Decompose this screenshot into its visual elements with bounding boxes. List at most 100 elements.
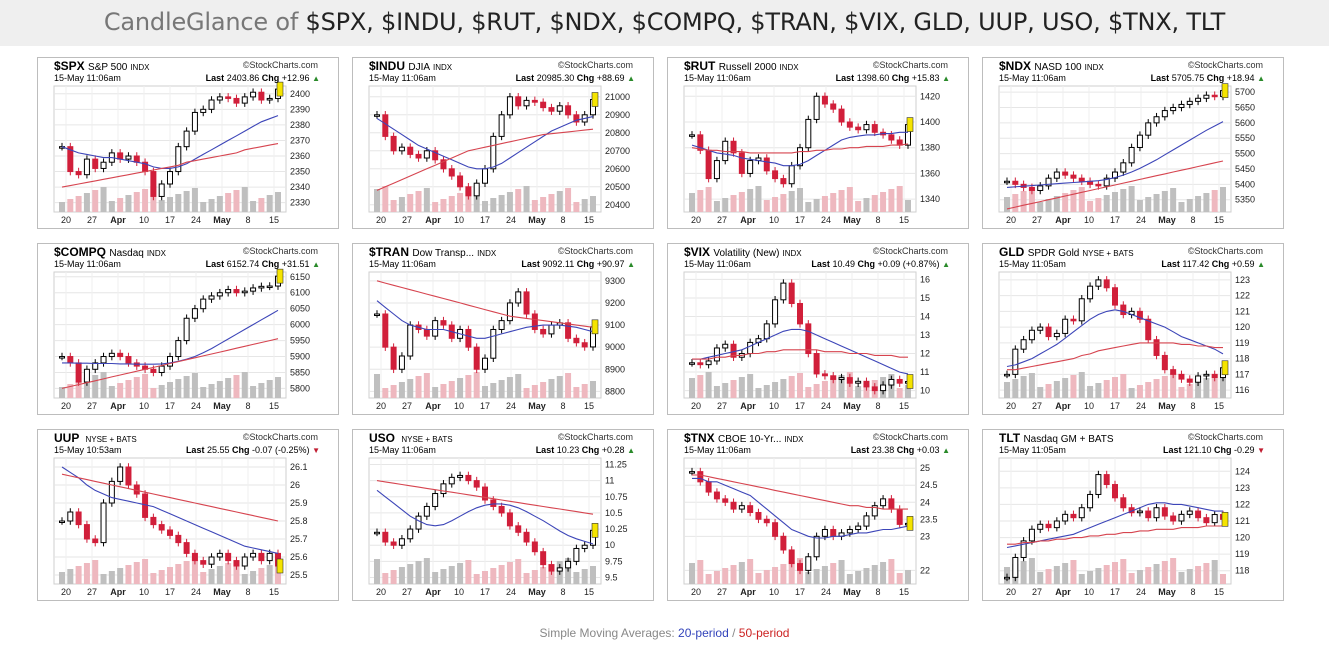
candle-body <box>258 285 265 289</box>
volume-bar <box>382 186 389 212</box>
chart-panel[interactable]: 22 23 23.5 24 24.5 25 20 27 Apr 10 17 24 May 8 15 $TNX … <box>667 429 969 601</box>
timestamp: 15-May 11:06am <box>684 259 751 269</box>
y-tick-label: 122 <box>1235 499 1250 509</box>
x-tick-label: 27 <box>1032 587 1042 597</box>
x-tick-label: 24 <box>1136 401 1146 411</box>
candle-body <box>1045 177 1052 187</box>
candle-body <box>83 524 90 540</box>
volume-bar <box>1120 374 1127 398</box>
ma50-line <box>692 349 908 360</box>
candle-body <box>705 481 712 493</box>
volume-bar <box>1087 386 1094 398</box>
volume-bar <box>167 382 173 398</box>
symbol-title[interactable]: TLT Nasdaq GM + BATS <box>999 431 1117 445</box>
volume-bar <box>1186 569 1193 584</box>
volume-bar <box>1028 188 1035 212</box>
candle-body <box>100 502 107 544</box>
symbol-title[interactable]: $TNX CBOE 10-Yr... INDX <box>684 431 804 445</box>
chart-panel[interactable]: 1340 1360 1380 1400 1420 20 27 Apr 10 17 24 May 8 15 $… <box>667 57 969 229</box>
brand-label: ©StockCharts.com <box>1187 432 1263 442</box>
chart-panel[interactable]: 5800 5850 5900 5950 6000 6050 6100 6150 20 27 Apr 1… <box>37 243 339 415</box>
last-value: 10.49 <box>832 259 855 269</box>
volume-bar <box>1070 375 1077 398</box>
symbol-label[interactable]: $NDX <box>999 59 1032 73</box>
symbol-label[interactable]: $VIX <box>684 245 711 259</box>
candle-body <box>788 282 795 304</box>
candle-body <box>1087 285 1094 300</box>
chart-panel[interactable]: 5350 5400 5450 5500 5550 5600 5650 5700 20 27 Apr 1… <box>982 57 1284 229</box>
volume-bar <box>1203 378 1210 398</box>
x-tick-label: 24 <box>821 587 831 597</box>
symbol-label[interactable]: $INDU <box>369 59 406 73</box>
symbol-title[interactable]: $COMPQ Nasdaq INDX <box>54 245 166 259</box>
chart-panel[interactable]: 8800 8900 9000 9100 9200 9300 20 27 Apr 10 17 24 May… <box>352 243 654 415</box>
price-chart: 20400 20500 20600 20700 20800 20900 21000 20 27 A… <box>368 85 630 225</box>
chart-panel[interactable]: 2330 2340 2350 2360 2370 2380 2390 2400 20 27 Apr 1… <box>37 57 339 229</box>
chart-panel[interactable]: 10 11 12 13 14 15 16 20 27 Apr 10 17 24 May 8 15 $VIX Vo… <box>667 243 969 415</box>
symbol-label[interactable]: $TRAN <box>369 245 410 259</box>
x-tick-label: Apr <box>110 215 126 225</box>
y-tick-label: 9200 <box>605 298 625 308</box>
candle-body <box>390 541 397 546</box>
symbol-title[interactable]: UUP NYSE + BATS <box>54 431 137 445</box>
symbol-label[interactable]: $RUT <box>684 59 716 73</box>
symbol-label[interactable]: $TNX <box>684 431 715 445</box>
candle-body <box>1170 515 1177 522</box>
symbol-title[interactable]: GLD SPDR Gold NYSE + BATS <box>999 245 1134 259</box>
volume-bar <box>1078 187 1085 212</box>
chart-panel[interactable]: 118 119 120 121 122 123 124 20 27 Apr 10 17 24 May 8 15… <box>982 429 1284 601</box>
candle-body <box>1161 507 1168 517</box>
volume-bar <box>747 374 754 398</box>
timestamp: 15-May 11:06am <box>369 73 436 83</box>
volume-bar <box>1103 195 1110 212</box>
volume-bar <box>1153 379 1160 398</box>
x-tick-label: Apr <box>110 587 126 597</box>
x-tick-label: 10 <box>1084 587 1094 597</box>
chart-panel[interactable]: 25.5 25.6 25.7 25.8 25.9 26 26.1 20 27 Apr 10 17 24 M… <box>37 429 339 601</box>
volume-bar <box>1078 574 1085 584</box>
symbol-name: Nasdaq <box>109 248 144 259</box>
symbol-label[interactable]: $SPX <box>54 59 85 73</box>
ma20-line <box>1006 502 1223 549</box>
symbol-name: S&P 500 <box>88 62 128 73</box>
chg-value: +0.59 <box>1231 259 1255 269</box>
volume-bar <box>573 202 580 212</box>
volume-bar <box>1095 198 1102 212</box>
symbol-label[interactable]: USO <box>369 431 396 445</box>
symbol-title[interactable]: $NDX NASD 100 INDX <box>999 59 1104 73</box>
candle-body <box>813 535 820 558</box>
chart-panel[interactable]: 9.5 9.75 10 10.25 10.5 10.75 11 11.25 20 27 Apr 10 1… <box>352 429 654 601</box>
arrow-up-icon: ▲ <box>942 446 950 455</box>
chart-panel[interactable]: 116 117 118 119 120 121 122 123 20 27 Apr 10 17 24 May… <box>982 243 1284 415</box>
y-tick-label: 116 <box>1235 385 1249 395</box>
symbol-title[interactable]: $SPX S&P 500 INDX <box>54 59 149 73</box>
volume-bar <box>498 380 505 398</box>
chg-label: Chg <box>1206 73 1225 83</box>
last-value: 10.23 <box>556 445 580 455</box>
volume-bar <box>59 572 65 584</box>
title-symbols[interactable]: $SPX, $INDU, $RUT, $NDX, $COMPQ, $TRAN, … <box>305 8 1226 36</box>
y-tick-label: 12 <box>920 349 930 359</box>
symbol-label[interactable]: GLD <box>999 245 1025 259</box>
symbol-title[interactable]: $VIX Volatility (New) INDX <box>684 245 802 259</box>
volume-bar <box>772 567 779 584</box>
candle-body <box>266 97 273 101</box>
volume-bar <box>590 566 596 584</box>
symbol-title[interactable]: $TRAN Dow Transp... INDX <box>369 245 496 259</box>
symbol-title[interactable]: $INDU DJIA INDX <box>369 59 452 73</box>
symbol-label[interactable]: TLT <box>999 431 1021 445</box>
volume-bar <box>830 563 837 584</box>
symbol-label[interactable]: $COMPQ <box>54 245 107 259</box>
symbol-label[interactable]: UUP <box>54 431 80 445</box>
symbol-title[interactable]: $RUT Russell 2000 INDX <box>684 59 799 73</box>
volume-bar <box>175 194 182 212</box>
chart-panel[interactable]: 20400 20500 20600 20700 20800 20900 21000 20 27 A… <box>352 57 654 229</box>
volume-bar <box>1170 188 1177 212</box>
volume-bar <box>738 192 745 212</box>
candle-body <box>855 126 862 131</box>
exchange-label: INDX <box>477 249 497 258</box>
x-tick-label: 8 <box>245 587 250 597</box>
symbol-title[interactable]: USO NYSE + BATS <box>369 431 453 445</box>
x-tick-label: 20 <box>1006 401 1016 411</box>
candle-body <box>713 491 720 500</box>
